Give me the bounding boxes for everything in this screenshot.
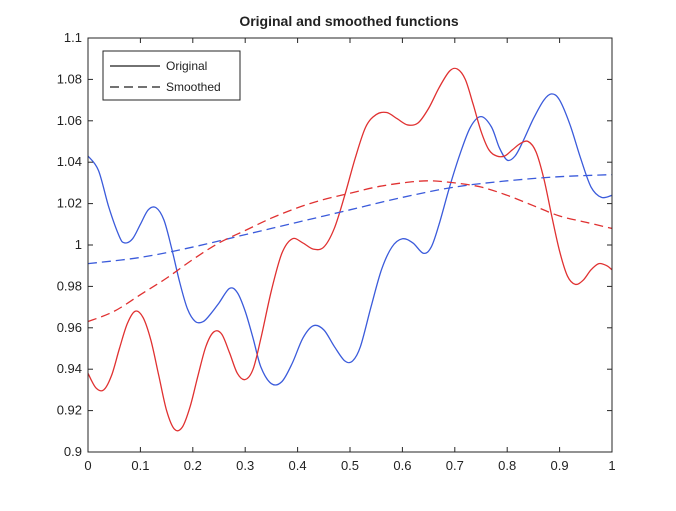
x-tick-label: 0.8 [498,458,516,473]
y-tick-label: 0.96 [57,320,82,335]
series-line-smoothed-3 [87,180,613,323]
x-tick-label: 0.3 [236,458,254,473]
y-tick-label: 1.08 [57,71,82,86]
series-line-smoothed-2 [87,173,613,265]
series-line-original-0 [87,93,613,386]
legend-label-smoothed: Smoothed [166,80,221,94]
legend-label-original: Original [166,59,207,73]
x-tick-label: 0.4 [289,458,307,473]
x-tick-label: 0.9 [551,458,569,473]
legend: Original Smoothed [102,50,241,101]
y-tick-label: 0.92 [57,403,82,418]
y-tick-label: 0.9 [64,444,82,459]
y-axis: 0.9 0.92 0.94 0.96 0.98 1 1.02 1.04 1.06 1.08 1.1 [57,30,612,459]
y-tick-label: 0.94 [57,361,82,376]
y-tick-label: 1.06 [57,113,82,128]
series-line-original-1 [87,67,613,432]
x-axis: 0 0.1 0.2 0.3 0.4 0.5 0.6 0.7 0.8 0.9 1 [84,38,616,473]
y-tick-label: 1.02 [57,196,82,211]
x-tick-label: 1 [608,458,615,473]
x-tick-label: 0.6 [393,458,411,473]
x-tick-label: 0.1 [131,458,149,473]
x-tick-label: 0.2 [184,458,202,473]
series-layer [87,67,613,432]
y-tick-label: 0.98 [57,278,82,293]
y-tick-label: 1.04 [57,154,82,169]
x-tick-label: 0.7 [446,458,464,473]
chart-title: Original and smoothed functions [239,13,459,29]
x-tick-label: 0.5 [341,458,359,473]
y-tick-label: 1 [75,237,82,252]
y-tick-label: 1.1 [64,30,82,45]
legend-box [102,50,241,101]
x-tick-label: 0 [84,458,91,473]
